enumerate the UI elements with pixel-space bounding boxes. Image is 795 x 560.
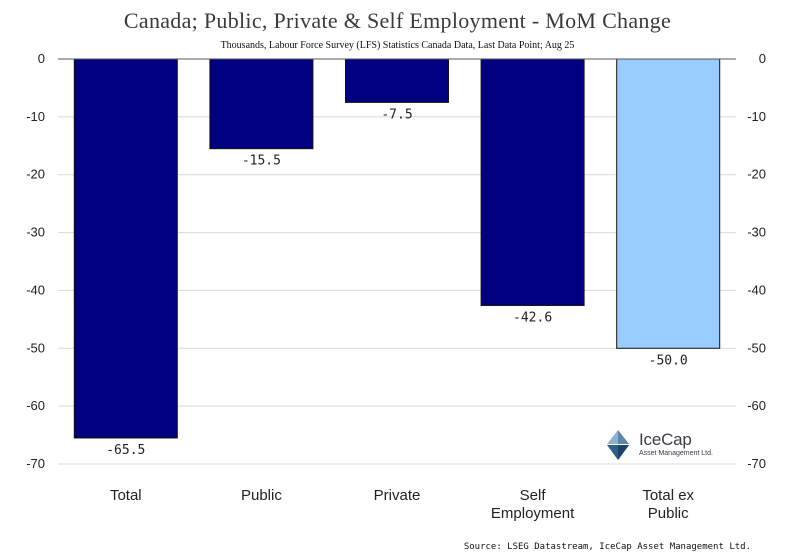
bar-value-label: -7.5	[381, 107, 412, 122]
y-tick-label-right: 0	[759, 51, 766, 66]
bar	[209, 58, 314, 150]
y-tick-label-left: -50	[26, 340, 45, 355]
y-tick-label-right: -70	[747, 456, 766, 471]
y-tick-label-right: -10	[747, 109, 766, 124]
bar-value-label: -42.6	[513, 310, 552, 325]
chart-title: Canada; Public, Private & Self Employmen…	[123, 8, 672, 33]
x-tick-label: Total	[110, 487, 142, 504]
y-tick-label-right: -50	[747, 340, 766, 355]
y-tick-label-right: -60	[747, 398, 766, 413]
y-tick-label-left: -40	[26, 282, 45, 297]
x-tick-label: Public	[648, 505, 689, 522]
y-tick-label-left: 0	[38, 51, 45, 66]
logo-name: IceCap	[639, 430, 692, 449]
chart-subtitle: Thousands, Labour Force Survey (LFS) Sta…	[220, 40, 575, 51]
logo-tagline: Asset Management Ltd.	[639, 450, 713, 457]
x-tick-label: Public	[241, 487, 282, 504]
iceberg-icon	[607, 430, 629, 460]
x-tick-label: Total ex	[642, 487, 694, 504]
bar-value-label: -65.5	[106, 443, 145, 458]
bar	[73, 58, 178, 439]
y-tick-label-left: -60	[26, 398, 45, 413]
bar	[345, 58, 449, 103]
bar	[480, 58, 585, 306]
x-tick-label: Private	[374, 487, 421, 504]
y-tick-label-left: -70	[26, 456, 45, 471]
y-tick-label-right: -30	[747, 225, 766, 240]
y-tick-label-right: -40	[747, 282, 766, 297]
y-tick-label-right: -20	[747, 167, 766, 182]
bar	[616, 58, 721, 349]
y-tick-label-left: -10	[26, 109, 45, 124]
bar-value-label: -50.0	[649, 353, 688, 368]
icecap-logo: IceCap Asset Management Ltd.	[605, 428, 725, 464]
bar-value-label: -15.5	[242, 154, 281, 169]
y-tick-label-left: -30	[26, 225, 45, 240]
x-tick-label: Self	[520, 487, 547, 504]
y-tick-label-left: -20	[26, 167, 45, 182]
chart-source: Source: LSEG Datastream, IceCap Asset Ma…	[463, 542, 751, 552]
x-tick-label: Employment	[491, 505, 575, 522]
